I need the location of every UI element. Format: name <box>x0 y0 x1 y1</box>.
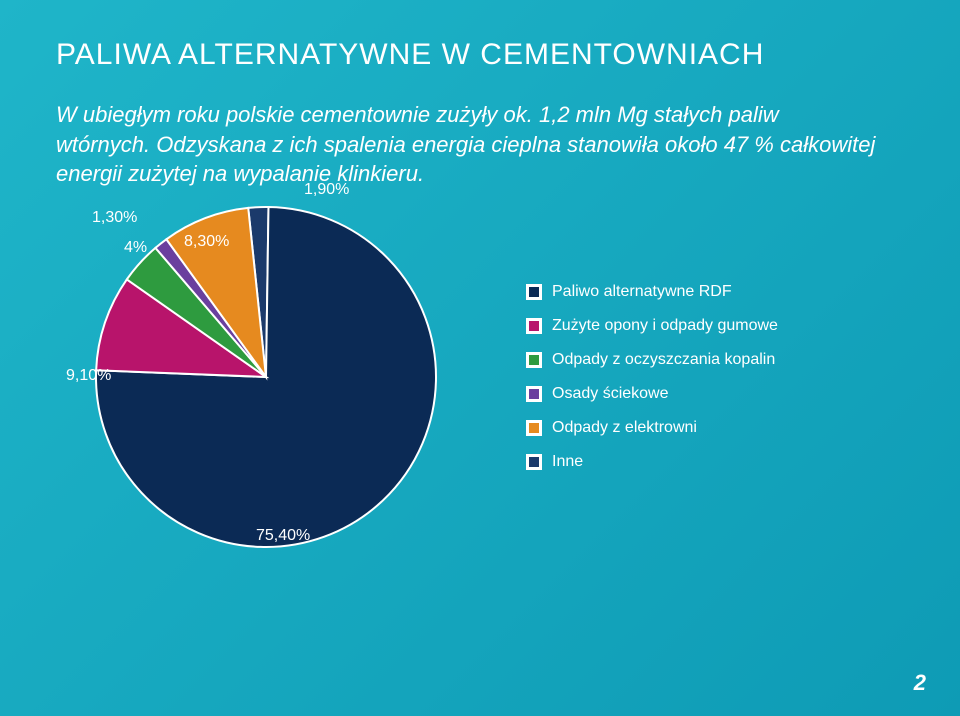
legend-swatch <box>526 284 542 300</box>
pie-slice-label: 8,30% <box>184 233 229 251</box>
pie-slice-label: 1,30% <box>92 209 137 227</box>
legend-label: Odpady z elektrowni <box>552 419 697 437</box>
legend-label: Paliwo alternatywne RDF <box>552 283 732 301</box>
slide: PALIWA ALTERNATYWNE W CEMENTOWNIACH W ub… <box>0 0 960 716</box>
pie-slice-label: 1,90% <box>304 181 349 199</box>
legend-item: Paliwo alternatywne RDF <box>526 283 778 301</box>
legend-swatch <box>526 386 542 402</box>
legend-swatch <box>526 318 542 334</box>
chart-area: 1,90%75,40%9,10%4%1,30%8,30% Paliwo alte… <box>56 197 904 597</box>
legend-label: Osady ściekowe <box>552 385 669 403</box>
legend-swatch <box>526 454 542 470</box>
legend-item: Zużyte opony i odpady gumowe <box>526 317 778 335</box>
legend-label: Odpady z oczyszczania kopalin <box>552 351 775 369</box>
pie-slice-label: 4% <box>124 239 147 257</box>
legend-label: Zużyte opony i odpady gumowe <box>552 317 778 335</box>
pie-chart: 1,90%75,40%9,10%4%1,30%8,30% <box>86 197 446 557</box>
legend-item: Odpady z elektrowni <box>526 419 778 437</box>
page-number: 2 <box>914 670 926 696</box>
legend-item: Odpady z oczyszczania kopalin <box>526 351 778 369</box>
legend-swatch <box>526 420 542 436</box>
legend-item: Inne <box>526 453 778 471</box>
legend-item: Osady ściekowe <box>526 385 778 403</box>
slide-title: PALIWA ALTERNATYWNE W CEMENTOWNIACH <box>56 38 904 72</box>
pie-slice-label: 75,40% <box>256 527 310 545</box>
legend: Paliwo alternatywne RDF Zużyte opony i od… <box>526 267 778 487</box>
legend-swatch <box>526 352 542 368</box>
slide-description: W ubiegłym roku polskie cementownie zuży… <box>56 100 876 189</box>
pie-slice-label: 9,10% <box>66 367 111 385</box>
legend-label: Inne <box>552 453 583 471</box>
